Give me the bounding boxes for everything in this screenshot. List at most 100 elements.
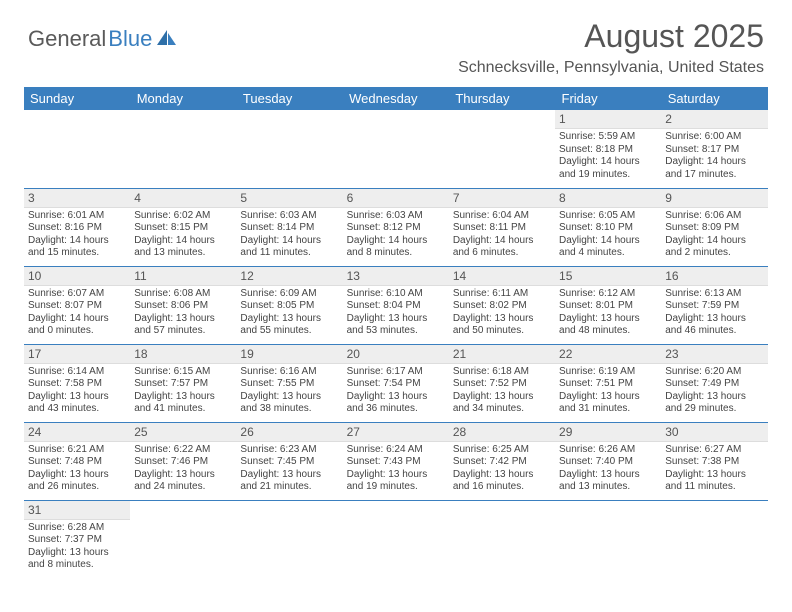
day-number: 10 [24,267,130,286]
day-details: Sunrise: 6:14 AMSunset: 7:58 PMDaylight:… [24,364,130,418]
calendar-cell: 19Sunrise: 6:16 AMSunset: 7:55 PMDayligh… [236,344,342,422]
day-number: 2 [661,110,767,129]
day-number: 1 [555,110,661,129]
calendar-cell: 12Sunrise: 6:09 AMSunset: 8:05 PMDayligh… [236,266,342,344]
day-number: 4 [130,189,236,208]
header: GeneralBlue August 2025 Schnecksville, P… [0,0,792,77]
day-number: 7 [449,189,555,208]
calendar-cell: 20Sunrise: 6:17 AMSunset: 7:54 PMDayligh… [343,344,449,422]
day-number: 28 [449,423,555,442]
day-details: Sunrise: 6:12 AMSunset: 8:01 PMDaylight:… [555,286,661,340]
day-details: Sunrise: 6:00 AMSunset: 8:17 PMDaylight:… [661,129,767,183]
day-number: 8 [555,189,661,208]
calendar-cell [24,110,130,188]
calendar-cell: 2Sunrise: 6:00 AMSunset: 8:17 PMDaylight… [661,110,767,188]
day-number: 23 [661,345,767,364]
calendar-cell: 13Sunrise: 6:10 AMSunset: 8:04 PMDayligh… [343,266,449,344]
day-details: Sunrise: 6:26 AMSunset: 7:40 PMDaylight:… [555,442,661,496]
calendar-table: SundayMondayTuesdayWednesdayThursdayFrid… [24,87,768,578]
calendar-cell: 16Sunrise: 6:13 AMSunset: 7:59 PMDayligh… [661,266,767,344]
day-details: Sunrise: 6:13 AMSunset: 7:59 PMDaylight:… [661,286,767,340]
day-details: Sunrise: 6:06 AMSunset: 8:09 PMDaylight:… [661,208,767,262]
calendar-cell: 22Sunrise: 6:19 AMSunset: 7:51 PMDayligh… [555,344,661,422]
day-details: Sunrise: 6:23 AMSunset: 7:45 PMDaylight:… [236,442,342,496]
calendar-cell: 14Sunrise: 6:11 AMSunset: 8:02 PMDayligh… [449,266,555,344]
calendar-body: 1Sunrise: 5:59 AMSunset: 8:18 PMDaylight… [24,110,768,578]
weekday-header: Wednesday [343,87,449,110]
day-details: Sunrise: 6:28 AMSunset: 7:37 PMDaylight:… [24,520,130,574]
weekday-header: Tuesday [236,87,342,110]
day-details: Sunrise: 6:10 AMSunset: 8:04 PMDaylight:… [343,286,449,340]
page-title: August 2025 [458,18,764,55]
day-number: 6 [343,189,449,208]
calendar-cell: 15Sunrise: 6:12 AMSunset: 8:01 PMDayligh… [555,266,661,344]
calendar-cell [555,500,661,578]
day-details: Sunrise: 6:27 AMSunset: 7:38 PMDaylight:… [661,442,767,496]
day-number: 18 [130,345,236,364]
day-number: 31 [24,501,130,520]
calendar-cell [343,500,449,578]
calendar-cell: 26Sunrise: 6:23 AMSunset: 7:45 PMDayligh… [236,422,342,500]
calendar-cell [343,110,449,188]
day-number: 9 [661,189,767,208]
day-number: 24 [24,423,130,442]
day-details: Sunrise: 6:01 AMSunset: 8:16 PMDaylight:… [24,208,130,262]
calendar-cell: 30Sunrise: 6:27 AMSunset: 7:38 PMDayligh… [661,422,767,500]
day-number: 11 [130,267,236,286]
calendar-cell [236,110,342,188]
day-number: 15 [555,267,661,286]
day-number: 12 [236,267,342,286]
day-number: 20 [343,345,449,364]
calendar-cell: 18Sunrise: 6:15 AMSunset: 7:57 PMDayligh… [130,344,236,422]
calendar-cell: 29Sunrise: 6:26 AMSunset: 7:40 PMDayligh… [555,422,661,500]
calendar-cell: 3Sunrise: 6:01 AMSunset: 8:16 PMDaylight… [24,188,130,266]
calendar-cell: 5Sunrise: 6:03 AMSunset: 8:14 PMDaylight… [236,188,342,266]
day-details: Sunrise: 6:16 AMSunset: 7:55 PMDaylight:… [236,364,342,418]
day-number: 5 [236,189,342,208]
day-details: Sunrise: 6:25 AMSunset: 7:42 PMDaylight:… [449,442,555,496]
weekday-header: Friday [555,87,661,110]
calendar-cell: 8Sunrise: 6:05 AMSunset: 8:10 PMDaylight… [555,188,661,266]
calendar-cell: 10Sunrise: 6:07 AMSunset: 8:07 PMDayligh… [24,266,130,344]
day-details: Sunrise: 6:20 AMSunset: 7:49 PMDaylight:… [661,364,767,418]
day-number: 3 [24,189,130,208]
calendar-head: SundayMondayTuesdayWednesdayThursdayFrid… [24,87,768,110]
day-details: Sunrise: 5:59 AMSunset: 8:18 PMDaylight:… [555,129,661,183]
day-number: 19 [236,345,342,364]
calendar-cell: 23Sunrise: 6:20 AMSunset: 7:49 PMDayligh… [661,344,767,422]
day-number: 16 [661,267,767,286]
logo: GeneralBlue [28,26,178,52]
calendar-cell: 27Sunrise: 6:24 AMSunset: 7:43 PMDayligh… [343,422,449,500]
calendar-cell [130,110,236,188]
calendar-cell: 6Sunrise: 6:03 AMSunset: 8:12 PMDaylight… [343,188,449,266]
sail-icon [156,29,178,47]
weekday-header: Saturday [661,87,767,110]
day-number: 13 [343,267,449,286]
day-details: Sunrise: 6:04 AMSunset: 8:11 PMDaylight:… [449,208,555,262]
day-details: Sunrise: 6:22 AMSunset: 7:46 PMDaylight:… [130,442,236,496]
day-number: 27 [343,423,449,442]
calendar-cell: 31Sunrise: 6:28 AMSunset: 7:37 PMDayligh… [24,500,130,578]
day-details: Sunrise: 6:09 AMSunset: 8:05 PMDaylight:… [236,286,342,340]
day-details: Sunrise: 6:24 AMSunset: 7:43 PMDaylight:… [343,442,449,496]
calendar-cell: 7Sunrise: 6:04 AMSunset: 8:11 PMDaylight… [449,188,555,266]
calendar-cell [661,500,767,578]
calendar-cell: 24Sunrise: 6:21 AMSunset: 7:48 PMDayligh… [24,422,130,500]
calendar-cell: 28Sunrise: 6:25 AMSunset: 7:42 PMDayligh… [449,422,555,500]
calendar-cell: 11Sunrise: 6:08 AMSunset: 8:06 PMDayligh… [130,266,236,344]
logo-word1: General [28,26,106,52]
calendar-cell [236,500,342,578]
day-details: Sunrise: 6:03 AMSunset: 8:14 PMDaylight:… [236,208,342,262]
day-number: 22 [555,345,661,364]
calendar-cell [130,500,236,578]
day-details: Sunrise: 6:05 AMSunset: 8:10 PMDaylight:… [555,208,661,262]
title-block: August 2025 Schnecksville, Pennsylvania,… [458,18,764,77]
day-details: Sunrise: 6:15 AMSunset: 7:57 PMDaylight:… [130,364,236,418]
day-details: Sunrise: 6:02 AMSunset: 8:15 PMDaylight:… [130,208,236,262]
location: Schnecksville, Pennsylvania, United Stat… [458,59,764,77]
calendar-cell: 9Sunrise: 6:06 AMSunset: 8:09 PMDaylight… [661,188,767,266]
day-details: Sunrise: 6:07 AMSunset: 8:07 PMDaylight:… [24,286,130,340]
day-number: 21 [449,345,555,364]
day-details: Sunrise: 6:17 AMSunset: 7:54 PMDaylight:… [343,364,449,418]
day-number: 29 [555,423,661,442]
